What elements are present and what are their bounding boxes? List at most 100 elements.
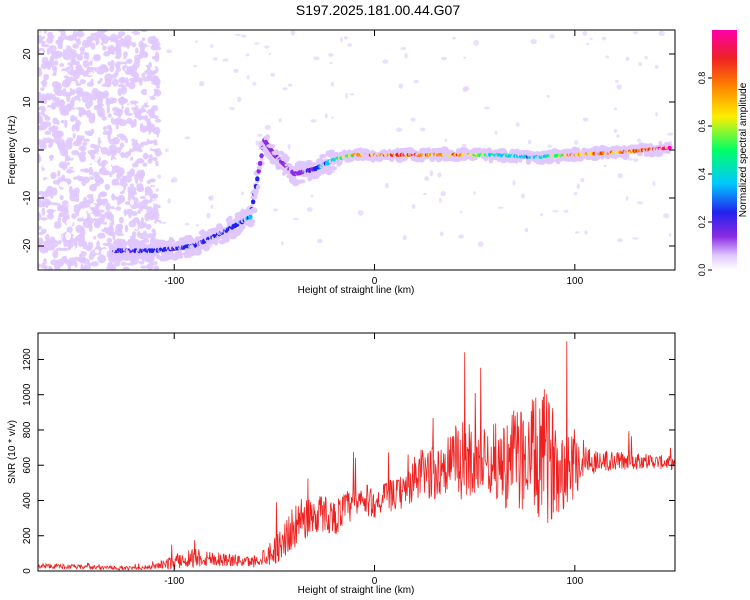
heatmap-cell (140, 171, 145, 177)
heatmap-cell (349, 93, 355, 96)
heatmap-cell (130, 79, 138, 84)
heatmap-cell (227, 215, 233, 222)
heatmap-cell (41, 207, 46, 216)
heatmap-cell (139, 205, 144, 212)
heatmap-cell (497, 206, 504, 209)
heatmap-cell (654, 64, 659, 69)
heatmap-cell (97, 177, 105, 185)
heatmap-cell (413, 79, 419, 84)
heatmap-cell (494, 130, 498, 135)
heatmap-cell (66, 218, 73, 227)
heatmap-cell (139, 195, 147, 200)
heatmap-cell (333, 151, 340, 159)
heatmap-cell (130, 238, 134, 245)
heatmap-cell (59, 62, 65, 67)
snr-series-line (38, 341, 675, 571)
heatmap-cell (59, 181, 68, 188)
heatmap-cell (573, 191, 578, 196)
heatmap-cell (259, 153, 264, 159)
heatmap-cell (128, 81, 136, 90)
heatmap-cell (140, 265, 148, 269)
colorbar-tick-label: 0.8 (697, 72, 707, 85)
heatmap-cell (84, 168, 90, 173)
colorbar-tick-label: 0.6 (697, 120, 707, 133)
heatmap-cell (563, 209, 569, 213)
heatmap-cell (81, 94, 89, 103)
heatmap-cell (87, 233, 94, 243)
heatmap-cell (97, 97, 103, 106)
heatmap-cell (637, 151, 643, 157)
heatmap-cell (64, 119, 68, 129)
heatmap-cell (113, 199, 118, 208)
heatmap-cell (142, 198, 149, 206)
heatmap-cell (61, 256, 67, 262)
heatmap-cell (140, 88, 149, 96)
heatmap-cell (80, 51, 85, 55)
heatmap-cell (237, 96, 242, 103)
heatmap-cell (117, 83, 126, 88)
heatmap-cell (74, 242, 78, 248)
heatmap-cell (125, 82, 130, 87)
heatmap-cell (42, 164, 51, 169)
heatmap-cell (111, 182, 120, 186)
heatmap-cell (132, 143, 142, 152)
heatmap-cell (256, 168, 261, 174)
heatmap-cell (198, 230, 206, 236)
heatmap-cell (166, 49, 173, 54)
heatmap-cell (146, 263, 154, 270)
heatmap-cell (382, 59, 389, 64)
heatmap-cell (235, 33, 242, 36)
heatmap-cell (139, 232, 144, 239)
heatmap-cell (411, 203, 416, 209)
heatmap-cell (99, 191, 107, 197)
heatmap-cell (142, 51, 149, 59)
heatmap-cell (40, 62, 48, 70)
heatmap-cell (54, 130, 64, 138)
heatmap-cell (613, 107, 618, 111)
heatmap-cell (94, 249, 100, 254)
heatmap-cell (45, 188, 52, 197)
heatmap-cell (270, 72, 275, 77)
heatmap-cell (429, 170, 434, 177)
heatmap-cell (115, 40, 123, 49)
heatmap-cell (311, 162, 316, 166)
heatmap-cell (137, 89, 142, 97)
heatmap-cell (89, 60, 93, 67)
heatmap-cell (210, 44, 214, 49)
heatmap-cell (124, 34, 132, 43)
heatmap-cell (60, 98, 65, 108)
heatmap-cell (292, 217, 299, 220)
heatmap-cell (52, 30, 61, 37)
heatmap-cell (79, 155, 87, 163)
heatmap-cell (122, 241, 128, 246)
heatmap-cell (73, 71, 80, 80)
heatmap-cell (124, 267, 128, 270)
heatmap-cell (63, 52, 72, 61)
heatmap-cell (114, 62, 121, 69)
heatmap-cell (76, 54, 84, 61)
heatmap-cell (254, 42, 260, 45)
heatmap-cell (195, 40, 198, 44)
heatmap-cell (202, 244, 211, 252)
colorbar-gradient (712, 30, 737, 270)
heatmap-cell (155, 221, 161, 229)
heatmap-cell (331, 116, 334, 119)
heatmap-cell (41, 107, 46, 112)
heatmap-cell (452, 36, 456, 40)
heatmap-cell (165, 148, 169, 153)
heatmap-cell (148, 210, 158, 217)
heatmap-cell (150, 44, 157, 51)
heatmap-cell (41, 262, 46, 269)
heatmap-cell (264, 124, 271, 131)
heatmap-cell (89, 176, 95, 181)
heatmap-cell (38, 36, 43, 44)
heatmap-cell (617, 173, 623, 179)
heatmap-cell (82, 243, 88, 250)
heatmap-cell (183, 253, 189, 259)
heatmap-cell (90, 42, 96, 50)
heatmap-cell (524, 227, 529, 233)
heatmap-cell (117, 97, 126, 104)
heatmap-cell (135, 47, 139, 54)
heatmap-cell (128, 257, 136, 262)
